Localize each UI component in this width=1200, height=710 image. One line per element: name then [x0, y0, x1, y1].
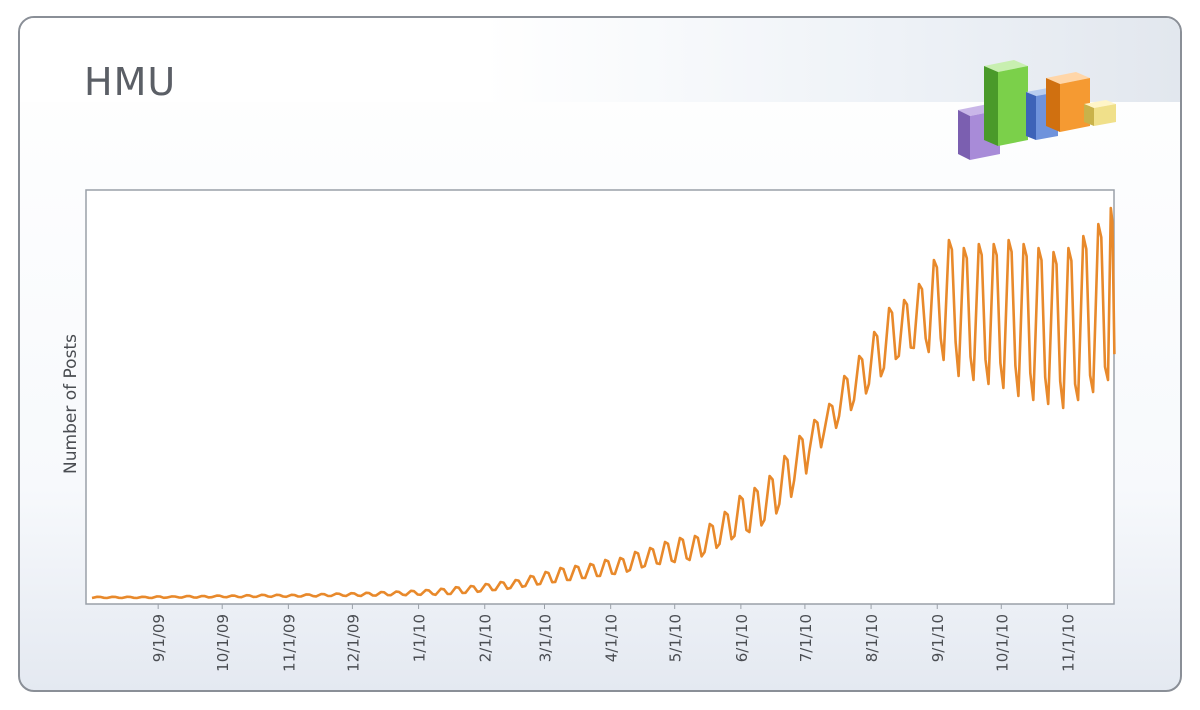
x-tick-label: 10/1/09	[214, 614, 232, 672]
x-tick-label: 1/1/10	[411, 614, 429, 662]
bar-chart-3d-icon	[950, 54, 1140, 170]
series-layer	[91, 206, 1116, 600]
panel-title: HMU	[84, 60, 177, 104]
x-tick-label: 7/1/10	[797, 614, 815, 662]
x-tick-label: 9/1/10	[929, 614, 947, 662]
chart-panel: HMU Number of Posts 9	[18, 16, 1182, 692]
x-tick-label: 2/1/10	[477, 614, 495, 662]
x-tick-label: 10/1/10	[993, 614, 1011, 672]
x-tick-label: 8/1/10	[863, 614, 881, 662]
plot-area-frame	[85, 189, 1115, 605]
x-tick-label: 4/1/10	[603, 614, 621, 662]
line-chart: Number of Posts 9/1/09 10/1/09 11/1/09 12/1…	[61, 189, 1116, 672]
y-axis-label: Number of Posts	[61, 334, 81, 474]
x-tick-label: 9/1/09	[150, 614, 168, 662]
x-tick-label: 3/1/10	[537, 614, 555, 662]
x-tick-label: 12/1/09	[344, 614, 362, 672]
x-tick-label: 11/1/10	[1059, 614, 1077, 672]
x-tick-label: 11/1/09	[280, 614, 298, 672]
x-tick-label: 6/1/10	[733, 614, 751, 662]
series-line-0	[91, 206, 1116, 600]
x-tick-label: 5/1/10	[667, 614, 685, 662]
x-axis-ticks: 9/1/09 10/1/09 11/1/09 12/1/09 1/1/10 2/1/10 3…	[150, 604, 1077, 672]
